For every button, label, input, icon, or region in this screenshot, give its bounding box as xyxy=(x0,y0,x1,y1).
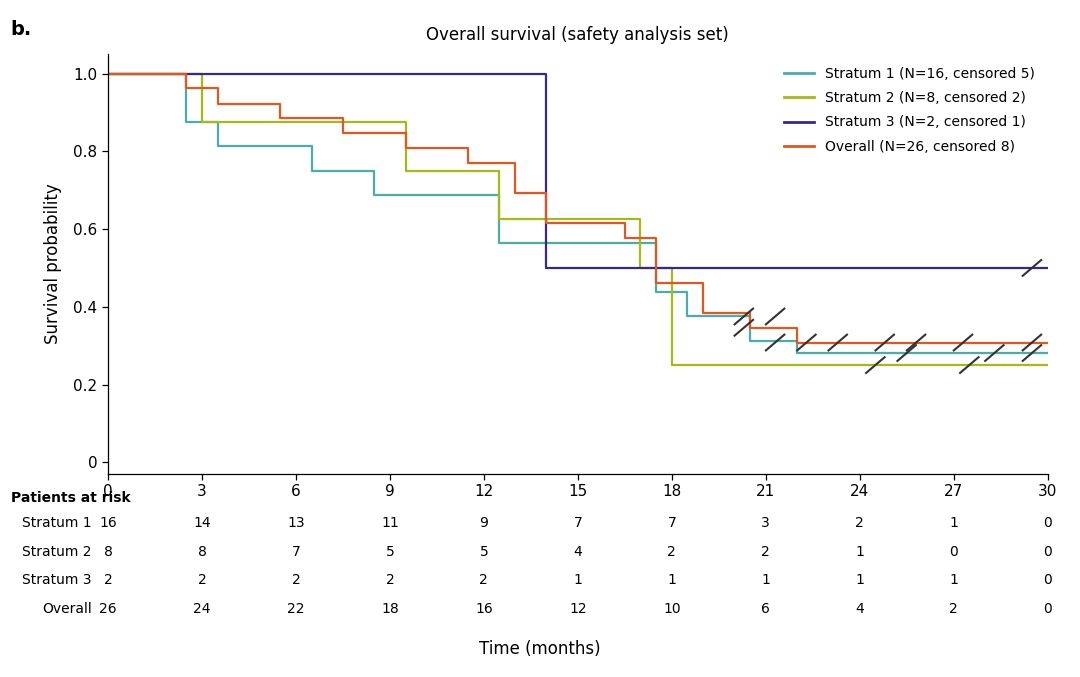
Overall (N=26, censored 8) xyxy=(649,279,662,287)
Text: 12: 12 xyxy=(569,603,586,616)
Text: 2: 2 xyxy=(292,573,300,587)
Line: Overall (N=26, censored 8): Overall (N=26, censored 8) xyxy=(108,74,1048,343)
Text: 24: 24 xyxy=(193,603,211,616)
Text: 14: 14 xyxy=(193,516,211,529)
Stratum 1 (N=16, censored 5) xyxy=(1026,349,1039,357)
Stratum 2 (N=8, censored 2) xyxy=(963,361,976,369)
Stratum 3 (N=2, censored 1) xyxy=(1041,264,1054,272)
Text: 2: 2 xyxy=(480,573,488,587)
Text: 16: 16 xyxy=(475,603,492,616)
Text: 7: 7 xyxy=(292,545,300,559)
Y-axis label: Survival probability: Survival probability xyxy=(44,183,63,345)
Stratum 1 (N=16, censored 5) xyxy=(305,167,318,175)
Text: 2: 2 xyxy=(949,603,958,616)
Stratum 1 (N=16, censored 5) xyxy=(492,240,505,248)
Text: 5: 5 xyxy=(480,545,488,559)
Text: 26: 26 xyxy=(99,603,117,616)
Text: 0: 0 xyxy=(1043,573,1052,587)
Text: 2: 2 xyxy=(667,545,676,559)
Stratum 2 (N=8, censored 2) xyxy=(634,264,647,272)
Text: 1: 1 xyxy=(667,573,676,587)
Stratum 1 (N=16, censored 5) xyxy=(743,336,756,345)
Text: 3: 3 xyxy=(761,516,770,529)
Text: 9: 9 xyxy=(480,516,488,529)
Text: 8: 8 xyxy=(104,545,112,559)
Text: 13: 13 xyxy=(287,516,305,529)
Text: 2: 2 xyxy=(761,545,770,559)
Text: 7: 7 xyxy=(573,516,582,529)
Stratum 1 (N=16, censored 5) xyxy=(102,70,114,78)
Text: 2: 2 xyxy=(855,516,864,529)
Stratum 3 (N=2, censored 1) xyxy=(1026,264,1039,272)
Stratum 1 (N=16, censored 5) xyxy=(212,142,225,150)
Overall (N=26, censored 8) xyxy=(274,114,287,123)
Stratum 1 (N=16, censored 5) xyxy=(791,349,804,357)
Overall (N=26, censored 8) xyxy=(697,309,710,317)
Stratum 3 (N=2, censored 1) xyxy=(102,70,114,78)
Overall (N=26, censored 8) xyxy=(102,70,114,78)
Text: 1: 1 xyxy=(949,516,958,529)
Text: 4: 4 xyxy=(573,545,582,559)
Overall (N=26, censored 8) xyxy=(791,338,804,347)
Text: 1: 1 xyxy=(949,573,958,587)
Title: Overall survival (safety analysis set): Overall survival (safety analysis set) xyxy=(427,26,729,44)
Text: 6: 6 xyxy=(761,603,770,616)
Text: 7: 7 xyxy=(667,516,676,529)
Text: Stratum 2: Stratum 2 xyxy=(23,545,92,559)
Stratum 2 (N=8, censored 2) xyxy=(665,361,678,369)
Stratum 2 (N=8, censored 2) xyxy=(195,118,208,126)
Stratum 2 (N=8, censored 2) xyxy=(1041,361,1054,369)
Line: Stratum 1 (N=16, censored 5): Stratum 1 (N=16, censored 5) xyxy=(108,74,1048,353)
Text: Stratum 1: Stratum 1 xyxy=(23,516,92,529)
Text: 5: 5 xyxy=(386,545,394,559)
Text: 0: 0 xyxy=(1043,603,1052,616)
Text: 2: 2 xyxy=(198,573,206,587)
Text: 10: 10 xyxy=(663,603,680,616)
Stratum 1 (N=16, censored 5) xyxy=(649,288,662,296)
Overall (N=26, censored 8) xyxy=(462,159,475,167)
Overall (N=26, censored 8) xyxy=(1041,338,1054,347)
Overall (N=26, censored 8) xyxy=(1026,338,1039,347)
Line: Stratum 2 (N=8, censored 2): Stratum 2 (N=8, censored 2) xyxy=(108,74,1048,365)
Stratum 1 (N=16, censored 5) xyxy=(1041,349,1054,357)
Text: 0: 0 xyxy=(949,545,958,559)
Overall (N=26, censored 8) xyxy=(337,129,350,137)
Overall (N=26, censored 8) xyxy=(540,219,553,227)
Overall (N=26, censored 8) xyxy=(212,100,225,108)
Overall (N=26, censored 8) xyxy=(509,190,522,198)
Text: 16: 16 xyxy=(99,516,117,529)
Text: Patients at risk: Patients at risk xyxy=(11,491,131,504)
Text: b.: b. xyxy=(11,20,32,39)
Text: 4: 4 xyxy=(855,603,864,616)
Stratum 1 (N=16, censored 5) xyxy=(680,313,693,321)
Text: 22: 22 xyxy=(287,603,305,616)
Stratum 3 (N=2, censored 1) xyxy=(540,264,553,272)
Text: 1: 1 xyxy=(761,573,770,587)
Text: 0: 0 xyxy=(1043,516,1052,529)
Stratum 1 (N=16, censored 5) xyxy=(179,118,193,126)
Text: 8: 8 xyxy=(198,545,206,559)
Text: 1: 1 xyxy=(573,573,582,587)
Overall (N=26, censored 8) xyxy=(743,324,756,332)
Text: Overall: Overall xyxy=(42,603,92,616)
Text: 2: 2 xyxy=(386,573,394,587)
Text: 1: 1 xyxy=(855,545,864,559)
Text: 18: 18 xyxy=(381,603,399,616)
Overall (N=26, censored 8) xyxy=(618,234,631,242)
Stratum 1 (N=16, censored 5) xyxy=(367,191,380,199)
Text: Time (months): Time (months) xyxy=(480,640,600,658)
Line: Stratum 3 (N=2, censored 1): Stratum 3 (N=2, censored 1) xyxy=(108,74,1048,268)
Text: 1: 1 xyxy=(855,573,864,587)
Overall (N=26, censored 8) xyxy=(179,85,193,93)
Text: 0: 0 xyxy=(1043,545,1052,559)
Text: 2: 2 xyxy=(104,573,112,587)
Overall (N=26, censored 8) xyxy=(400,144,413,152)
Legend: Stratum 1 (N=16, censored 5), Stratum 2 (N=8, censored 2), Stratum 3 (N=2, censo: Stratum 1 (N=16, censored 5), Stratum 2 … xyxy=(778,61,1041,160)
Stratum 2 (N=8, censored 2) xyxy=(492,215,505,223)
Stratum 2 (N=8, censored 2) xyxy=(102,70,114,78)
Stratum 2 (N=8, censored 2) xyxy=(400,167,413,175)
Text: Stratum 3: Stratum 3 xyxy=(23,573,92,587)
Text: 11: 11 xyxy=(381,516,399,529)
